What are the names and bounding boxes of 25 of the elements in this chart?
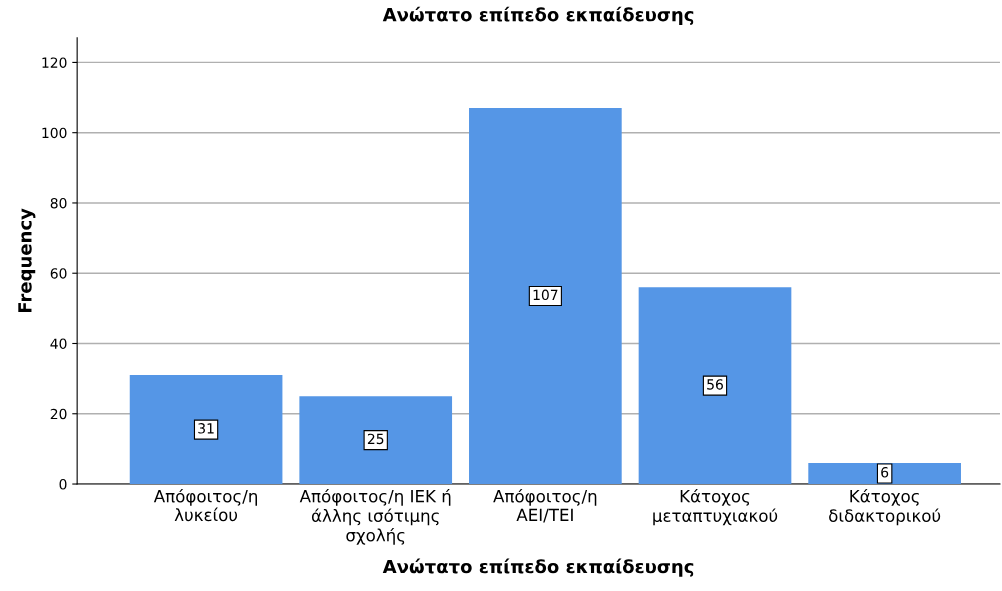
data-label: 6 xyxy=(881,467,889,478)
y-tick-label: 40 xyxy=(50,338,67,349)
x-tick-label: Απόφοιτος/η λυκείου xyxy=(153,488,257,522)
data-label: 107 xyxy=(533,289,558,301)
data-label: 31 xyxy=(198,423,214,434)
data-label: 25 xyxy=(367,433,384,445)
x-tick-label: Κάτοχος μεταπτυχιακού xyxy=(653,488,778,526)
bar xyxy=(808,462,961,485)
x-axis-title: Ανώτατο επίπεδο εκπαίδευσης xyxy=(382,558,694,577)
y-tick-label: 120 xyxy=(42,57,67,68)
y-axis-title: Frequency xyxy=(18,208,36,313)
x-tick-label: Απόφοιτος/η ΙΕΚ ή άλλης ισότιμης σχολής xyxy=(299,488,451,545)
data-label: 56 xyxy=(707,379,723,390)
bar xyxy=(469,108,622,485)
chart-title: Ανώτατο επίπεδο εκπαίδευσης xyxy=(382,6,694,25)
y-tick-label: 0 xyxy=(59,479,67,490)
y-tick-label: 100 xyxy=(42,127,67,139)
y-tick-label: 80 xyxy=(50,197,67,209)
bar xyxy=(638,287,792,485)
y-tick-label: 20 xyxy=(50,408,67,420)
y-tick-label: 60 xyxy=(50,268,67,279)
x-tick-label: Κάτοχος διδακτορικού xyxy=(829,488,941,526)
bar xyxy=(129,375,283,485)
bar xyxy=(299,396,453,485)
x-tick-label: Απόφοιτος/η ΑΕΙ/ΤΕΙ xyxy=(493,488,597,523)
